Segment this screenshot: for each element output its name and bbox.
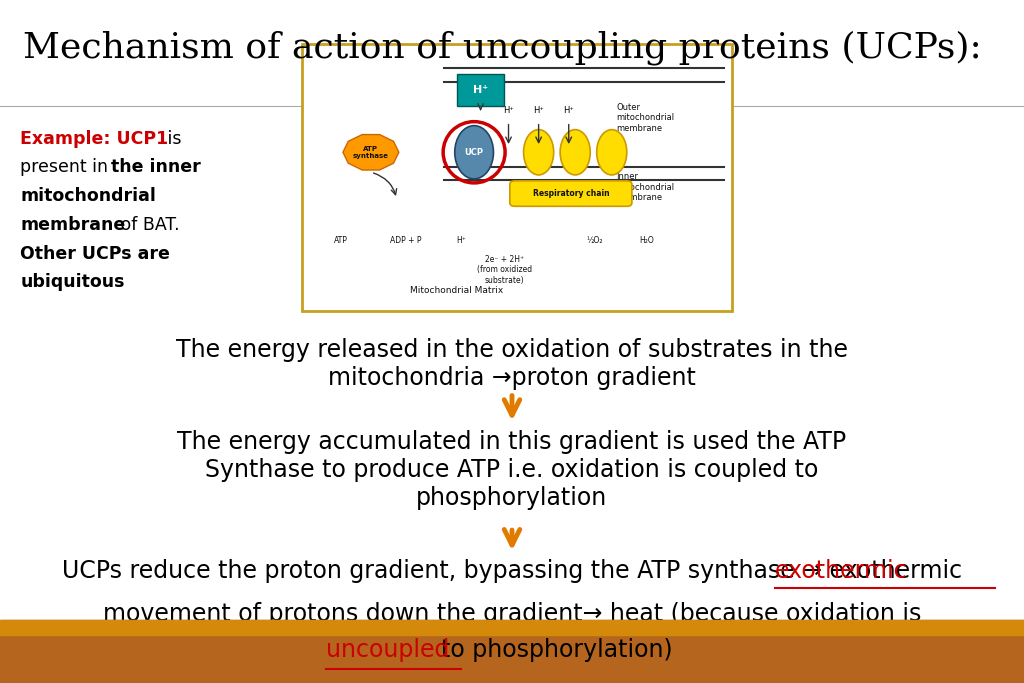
Text: of BAT.: of BAT. <box>115 216 179 234</box>
Text: H⁺: H⁺ <box>457 236 466 245</box>
Text: UCP: UCP <box>465 148 483 157</box>
Text: is: is <box>162 130 181 148</box>
Text: membrane: membrane <box>20 216 126 234</box>
Text: ubiquitous: ubiquitous <box>20 273 125 291</box>
Text: H⁺: H⁺ <box>503 106 514 115</box>
Text: ½O₂: ½O₂ <box>587 236 603 245</box>
Text: Mitochondrial Matrix: Mitochondrial Matrix <box>410 285 503 295</box>
FancyBboxPatch shape <box>302 44 732 311</box>
Text: mitochondrial: mitochondrial <box>20 187 157 205</box>
Ellipse shape <box>523 130 554 175</box>
Text: movement of protons down the gradient→ heat (because oxidation is: movement of protons down the gradient→ h… <box>102 602 922 626</box>
Text: Other UCPs are: Other UCPs are <box>20 245 170 262</box>
Text: ATP
synthase: ATP synthase <box>353 145 389 158</box>
Text: Outer
mitochondrial
membrane: Outer mitochondrial membrane <box>616 103 674 133</box>
Text: 2e⁻ + 2H⁺
(from oxidized
substrate): 2e⁻ + 2H⁺ (from oxidized substrate) <box>476 255 531 285</box>
Text: H⁺: H⁺ <box>534 106 544 115</box>
Text: Example: UCP1: Example: UCP1 <box>20 130 169 148</box>
Ellipse shape <box>597 130 627 175</box>
Text: The energy released in the oxidation of substrates in the
mitochondria →proton g: The energy released in the oxidation of … <box>176 338 848 390</box>
Ellipse shape <box>455 126 494 179</box>
Text: Respiratory chain: Respiratory chain <box>532 189 609 198</box>
Text: Mechanism of action of uncoupling proteins (UCPs):: Mechanism of action of uncoupling protei… <box>23 31 981 66</box>
Text: Inner
mitochondrial
membrane: Inner mitochondrial membrane <box>616 172 674 202</box>
Ellipse shape <box>560 130 590 175</box>
Text: present in: present in <box>20 158 114 176</box>
Text: H⁺: H⁺ <box>473 85 488 95</box>
Text: uncoupled: uncoupled <box>326 638 449 663</box>
FancyBboxPatch shape <box>510 181 632 206</box>
Text: the inner: the inner <box>111 158 201 176</box>
Text: ADP + P: ADP + P <box>389 236 421 245</box>
Bar <box>0 620 1024 683</box>
Text: exothermic: exothermic <box>775 559 908 583</box>
Text: UCPs reduce the proton gradient, bypassing the ATP synthase → exothermic: UCPs reduce the proton gradient, bypassi… <box>61 559 963 583</box>
FancyBboxPatch shape <box>457 74 504 106</box>
Text: The energy accumulated in this gradient is used the ATP
Synthase to produce ATP : The energy accumulated in this gradient … <box>177 430 847 510</box>
Text: H⁺: H⁺ <box>563 106 574 115</box>
Bar <box>0 620 1024 635</box>
Text: H₂O: H₂O <box>639 236 653 245</box>
Text: ATP: ATP <box>334 236 348 245</box>
Text: to phosphorylation): to phosphorylation) <box>351 638 673 663</box>
